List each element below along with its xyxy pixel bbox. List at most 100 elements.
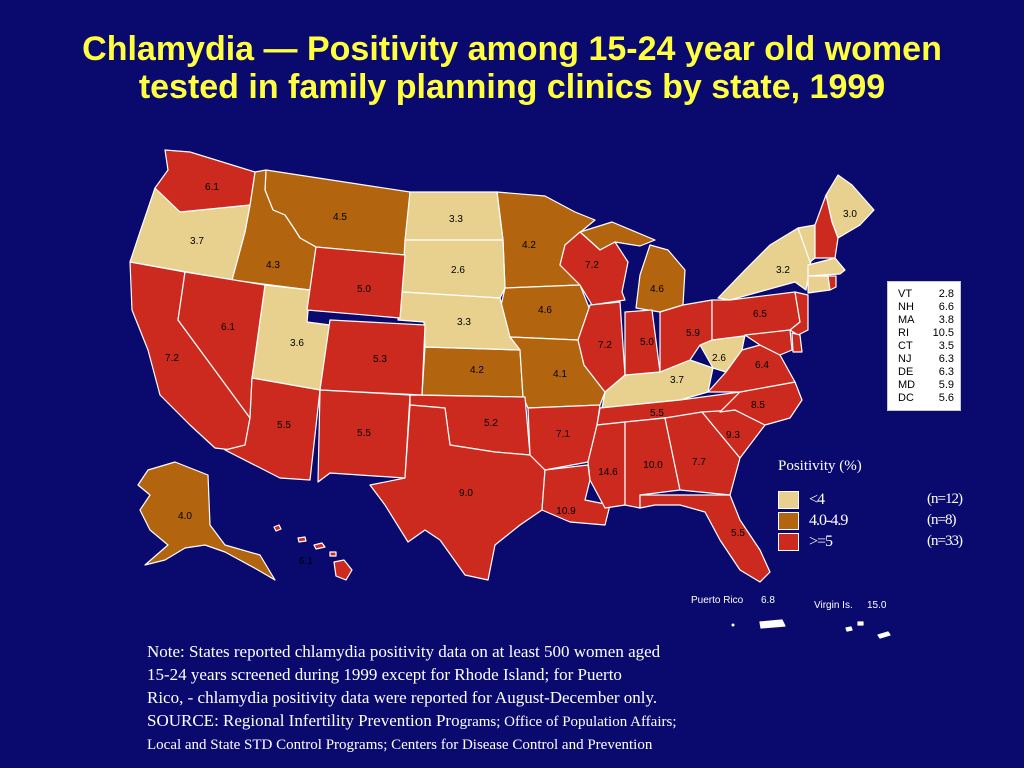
inset-state: NH	[898, 301, 914, 313]
state-WY	[306, 246, 406, 319]
label-MS: 14.6	[598, 467, 618, 478]
inset-row: RI 10.5	[898, 327, 954, 340]
inset-value: 3.5	[938, 340, 954, 352]
label-TX: 9.0	[459, 488, 473, 499]
legend-item-mid: 4.0-4.9 (n=8)	[778, 510, 962, 531]
state-HI	[273, 524, 353, 581]
note-source-part-1: SOURCE: Regional Infertility Prevention …	[147, 711, 460, 730]
label-NE: 3.3	[457, 317, 471, 328]
label-ID: 4.3	[266, 260, 280, 271]
label-NC: 8.5	[751, 400, 765, 411]
note-line-2: 15-24 years screened during 1999 except …	[147, 665, 622, 684]
inset-row: MA 3.8	[898, 314, 954, 327]
label-HI: 6.1	[299, 556, 313, 567]
state-OH	[659, 299, 713, 373]
label-virgin-islands: Virgin Is.	[814, 600, 853, 611]
label-SC: 9.3	[726, 430, 740, 441]
inset-state: MA	[898, 314, 915, 326]
label-PA: 6.5	[753, 309, 767, 320]
slide-title: Chlamydia — Positivity among 15-24 year …	[82, 30, 942, 106]
state-GA	[664, 411, 741, 496]
inset-row: MD 5.9	[898, 379, 954, 392]
map-legend: Positivity (%) <4 (n=12) 4.0-4.9 (n=8) >…	[778, 458, 963, 552]
label-ND: 3.3	[449, 214, 463, 225]
territory-puerto-rico	[759, 619, 786, 629]
state-IL	[577, 301, 626, 393]
inset-value: 5.9	[938, 379, 954, 391]
legend-item-low: <4 (n=12)	[778, 489, 963, 510]
label-WI: 7.2	[585, 260, 599, 271]
label-FL: 5.5	[731, 528, 745, 539]
state-MA	[807, 257, 846, 277]
inset-row: NH 6.6	[898, 301, 954, 314]
label-NM: 5.5	[357, 428, 371, 439]
legend-swatch-low	[778, 490, 799, 509]
label-NY: 3.2	[776, 265, 790, 276]
label-CO: 5.3	[373, 354, 387, 365]
state-AZ	[224, 377, 321, 481]
inset-state: VT	[898, 288, 913, 300]
label-AR: 7.1	[556, 429, 570, 440]
label-IN: 5.0	[640, 337, 654, 348]
inset-row: NJ 6.3	[898, 353, 954, 366]
inset-value: 6.3	[938, 353, 954, 365]
label-IL: 7.2	[598, 340, 612, 351]
note-line-1: Note: States reported chlamydia positivi…	[147, 642, 661, 661]
inset-value: 6.6	[938, 301, 954, 313]
inset-value: 6.3	[938, 366, 954, 378]
label-UT: 3.6	[290, 338, 304, 349]
label-CA: 7.2	[165, 353, 179, 364]
state-NE	[397, 291, 521, 351]
inset-state: DE	[898, 366, 914, 378]
state-NY	[717, 227, 813, 301]
note-line-5: Local and State STD Control Programs; Ce…	[147, 737, 653, 753]
state-FL	[639, 494, 771, 583]
label-AL: 10.0	[643, 460, 663, 471]
label-GA: 7.7	[692, 457, 706, 468]
territory-puerto-rico-islet	[731, 623, 735, 627]
label-AZ: 5.5	[277, 420, 291, 431]
label-SD: 2.6	[451, 265, 465, 276]
state-NH	[814, 194, 839, 259]
state-CT	[807, 275, 831, 294]
footnote: Note: States reported chlamydia positivi…	[147, 640, 887, 757]
label-puerto-rico: Puerto Rico	[691, 595, 744, 606]
legend-label-high: >=5	[809, 532, 833, 550]
inset-state: MD	[898, 379, 916, 391]
label-WV: 2.6	[712, 353, 726, 364]
state-WI	[559, 231, 629, 306]
state-RI	[827, 275, 837, 291]
state-DE	[791, 332, 803, 353]
legend-label-mid: 4.0-4.9	[809, 511, 848, 529]
inset-state: RI	[898, 327, 909, 339]
label-IA: 4.6	[538, 305, 552, 316]
note-line-3: Rico, - chlamydia positivity data were r…	[147, 688, 658, 707]
legend-count-low: (n=12)	[927, 491, 963, 507]
label-MN: 4.2	[522, 240, 536, 251]
inset-row: CT 3.5	[898, 340, 954, 353]
state-NM	[317, 389, 411, 483]
inset-value: 2.8	[938, 288, 954, 300]
inset-value: 3.8	[938, 314, 954, 326]
label-MI: 4.6	[650, 284, 664, 295]
label-KS: 4.2	[470, 365, 484, 376]
note-source-part-2: grams; Office of Population Affairs;	[459, 714, 677, 730]
label-NV: 6.1	[221, 322, 235, 333]
label-OR: 3.7	[190, 236, 204, 247]
label-OH: 5.9	[686, 328, 700, 339]
legend-label-low: <4	[809, 490, 825, 508]
label-ME: 3.0	[843, 209, 857, 220]
state-MD	[744, 329, 793, 356]
inset-row: DC 5.6	[898, 392, 954, 405]
legend-count-high: (n=33)	[927, 533, 963, 549]
value-puerto-rico: 6.8	[761, 595, 775, 606]
label-MT: 4.5	[333, 212, 347, 223]
legend-item-high: >=5 (n=33)	[778, 531, 963, 552]
label-WY: 5.0	[357, 284, 371, 295]
label-TN: 5.5	[650, 408, 664, 419]
inset-row: DE 6.3	[898, 366, 954, 379]
value-virgin-islands: 15.0	[867, 600, 887, 611]
state-TX	[369, 404, 546, 581]
legend-title: Positivity (%)	[778, 458, 862, 474]
inset-state: NJ	[898, 353, 912, 365]
